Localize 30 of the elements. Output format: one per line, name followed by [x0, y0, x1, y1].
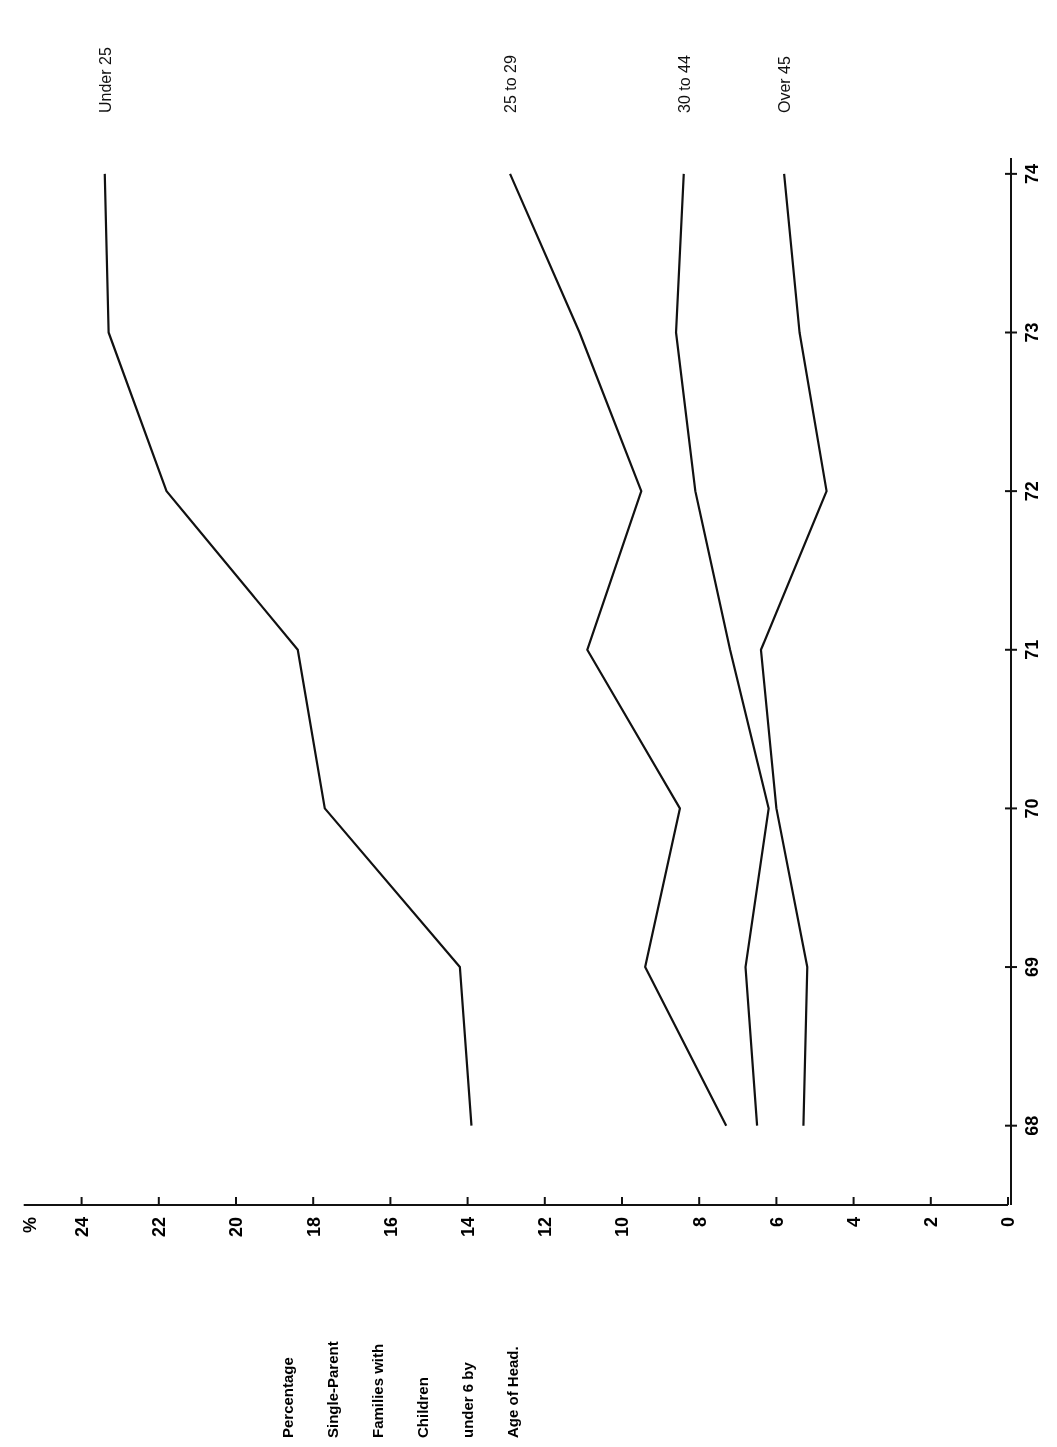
y-tick-label: 69: [1022, 957, 1042, 978]
x-tick-label: 18: [303, 1217, 324, 1238]
text: %: [20, 1217, 40, 1234]
x-tick-label: 16: [380, 1217, 401, 1238]
x-tick-label: 22: [149, 1217, 170, 1238]
x-tick-label: 12: [535, 1217, 556, 1238]
line-series: [674, 172, 770, 1127]
x-tick-label: 10: [612, 1217, 633, 1238]
text: Under 25: [96, 47, 114, 113]
x-tick-label: 8: [689, 1217, 710, 1228]
line-series: [508, 172, 728, 1127]
text: 25 to 29: [502, 55, 520, 113]
line-series: [103, 172, 473, 1127]
y-tick-label: 68: [1022, 1115, 1042, 1136]
y-tick-label: 70: [1022, 798, 1042, 819]
x-tick-label: 14: [457, 1217, 478, 1238]
chart-title: Percentage Single-Parent Families with Children under 6 by Age of Head.: [279, 1341, 521, 1438]
y-tick-label: 72: [1022, 481, 1042, 502]
y-tick-label: 74: [1022, 163, 1042, 184]
x-tick-label: 20: [226, 1217, 247, 1238]
x-tick-label: 24: [71, 1217, 92, 1238]
y-tick-label: 71: [1022, 639, 1042, 660]
y-tick-label: 73: [1022, 322, 1042, 343]
text: Over 45: [776, 55, 794, 113]
x-tick-label: 0: [998, 1217, 1019, 1228]
x-tick-label: 6: [766, 1217, 787, 1228]
text: 30 to 44: [675, 55, 693, 113]
x-tick-label: 4: [843, 1217, 864, 1228]
line-series: [759, 172, 828, 1127]
x-tick-label: 2: [921, 1217, 942, 1228]
